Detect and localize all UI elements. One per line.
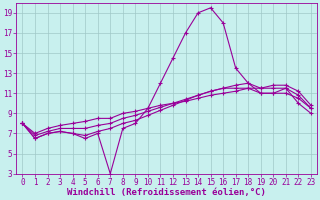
X-axis label: Windchill (Refroidissement éolien,°C): Windchill (Refroidissement éolien,°C) (67, 188, 266, 197)
